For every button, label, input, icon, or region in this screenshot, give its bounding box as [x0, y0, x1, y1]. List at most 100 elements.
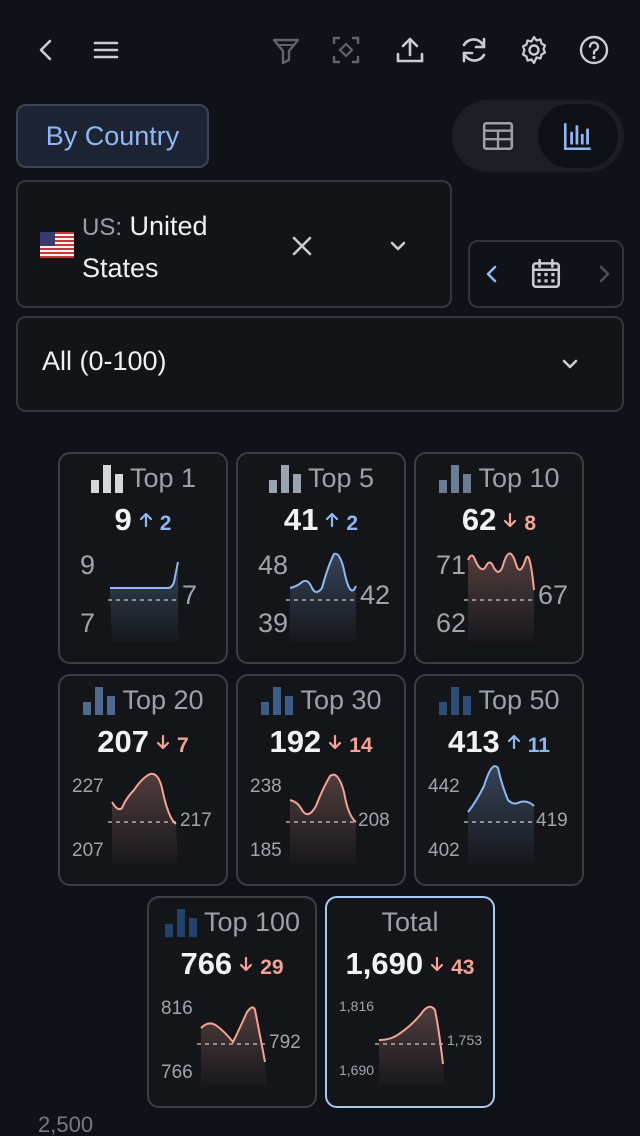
sparkline-area	[290, 774, 356, 864]
table-icon	[482, 121, 514, 151]
group-by-label: By Country	[45, 120, 180, 151]
card-delta: 7	[177, 734, 189, 757]
card-value-row: 9 2	[60, 502, 226, 538]
upload-icon[interactable]	[388, 28, 432, 72]
rank-card-total[interactable]: Total 1,690 43 1,816 1,690 1,753	[325, 896, 495, 1108]
sparkline: 442 402 419	[416, 764, 582, 882]
country-text: US: United States	[82, 206, 272, 288]
sparkline-area	[379, 1006, 445, 1086]
country-code: US:	[82, 214, 123, 241]
card-title: Top 20	[122, 684, 204, 715]
help-icon[interactable]	[572, 28, 616, 72]
group-by-country-button[interactable]: By Country	[16, 104, 209, 168]
arrow-down-icon	[431, 956, 444, 972]
sparkline-area	[112, 773, 178, 864]
sparkline-area	[110, 562, 178, 642]
view-toggle	[452, 100, 624, 172]
table-view-button[interactable]	[458, 104, 538, 168]
bar-chart-icon	[164, 909, 197, 937]
country-select[interactable]: US: United States	[16, 180, 452, 308]
card-delta: 14	[349, 734, 373, 757]
sparkline-last-label: 208	[358, 810, 390, 831]
bar-chart-icon	[90, 465, 123, 493]
card-header: Top 10	[416, 458, 582, 498]
card-value-row: 1,690 43	[327, 946, 493, 982]
previous-date-button[interactable]	[474, 242, 510, 306]
filter-icon[interactable]	[264, 28, 308, 72]
rank-range-select[interactable]: All (0-100)	[16, 316, 624, 412]
card-delta: 11	[527, 734, 550, 757]
card-delta: 2	[159, 512, 172, 535]
chevron-down-icon	[562, 359, 578, 369]
bar-chart-icon	[439, 465, 472, 493]
calendar-button[interactable]	[526, 242, 566, 306]
card-value: 41	[283, 502, 319, 537]
sparkline-chart	[464, 552, 536, 642]
sparkline-min-label: 185	[250, 840, 282, 861]
bar-chart-icon	[261, 687, 294, 715]
sparkline-min-label: 39	[258, 608, 289, 638]
sparkline-max-label: 1,816	[339, 998, 375, 1014]
arrow-up-icon	[139, 512, 152, 528]
rank-card-top-30[interactable]: Top 30 192 14 238 185 208	[236, 674, 406, 886]
sparkline-min-label: 62	[436, 608, 467, 638]
refresh-icon[interactable]	[452, 28, 496, 72]
sparkline-last-label: 67	[538, 580, 569, 610]
card-value-row: 413 11	[416, 724, 582, 760]
bar-chart-icon	[439, 687, 472, 715]
card-value: 207	[97, 724, 150, 759]
rank-card-top-100[interactable]: Top 100 766 29 816 766 792	[147, 896, 317, 1108]
card-header: Top 30	[238, 680, 404, 720]
card-value: 766	[180, 946, 233, 981]
sparkline-last-label: 419	[536, 810, 568, 831]
back-icon[interactable]	[24, 28, 68, 72]
sparkline-max-label: 227	[72, 776, 104, 797]
sparkline-min-label: 402	[428, 840, 460, 861]
sparkline: 816 766 792	[149, 986, 315, 1104]
sparkline: 1,816 1,690 1,753	[327, 986, 493, 1104]
card-value-row: 62 8	[416, 502, 582, 538]
gear-icon[interactable]	[512, 28, 556, 72]
country-dropdown-button[interactable]	[380, 228, 416, 264]
sparkline-area	[290, 553, 356, 642]
card-value: 413	[448, 724, 500, 759]
card-title: Top 50	[478, 684, 560, 715]
rank-card-top-10[interactable]: Top 10 62 8 71 62 67	[414, 452, 584, 664]
sparkline-chart	[108, 772, 180, 864]
sparkline-max-label: 9	[80, 550, 96, 580]
rank-card-top-5[interactable]: Top 5 41 2 48 39 42	[236, 452, 406, 664]
card-title: Top 10	[478, 462, 560, 493]
card-title: Top 30	[300, 684, 382, 715]
bar-chart-icon	[563, 123, 591, 151]
rank-card-top-50[interactable]: Top 50 413 11 442 402 419	[414, 674, 584, 886]
calendar-icon	[531, 258, 561, 289]
sparkline: 238 185 208	[238, 764, 404, 882]
card-value-row: 192 14	[238, 724, 404, 760]
sparkline-area	[468, 766, 534, 864]
chevron-right-icon	[599, 265, 610, 283]
next-date-button[interactable]	[586, 242, 622, 306]
sparkline: 227 207 217	[60, 764, 226, 882]
sparkline-min-label: 207	[72, 840, 104, 861]
rank-card-top-20[interactable]: Top 20 207 7 227 207 217	[58, 674, 228, 886]
clear-country-button[interactable]	[284, 228, 320, 264]
sparkline-line	[467, 765, 535, 813]
focus-icon[interactable]	[324, 28, 368, 72]
card-title: Top 5	[307, 462, 375, 493]
card-title: Total	[381, 906, 439, 937]
card-header: Top 50	[416, 680, 582, 720]
card-delta: 43	[451, 956, 475, 979]
rank-card-top-1[interactable]: Top 1 9 2 9 7 7	[58, 452, 228, 664]
menu-icon[interactable]	[84, 28, 128, 72]
sparkline: 9 7 7	[60, 542, 226, 660]
chart-view-button[interactable]	[538, 104, 618, 168]
sparkline-chart	[197, 1006, 269, 1086]
close-icon	[292, 236, 312, 256]
sparkline-max-label: 48	[258, 550, 289, 580]
sparkline-line	[200, 1006, 266, 1063]
sparkline-last-label: 7	[182, 580, 198, 610]
sparkline-max-label: 816	[161, 998, 193, 1019]
chevron-left-icon	[486, 265, 497, 283]
range-dropdown-button[interactable]	[552, 346, 588, 382]
sparkline-last-label: 792	[269, 1032, 301, 1053]
